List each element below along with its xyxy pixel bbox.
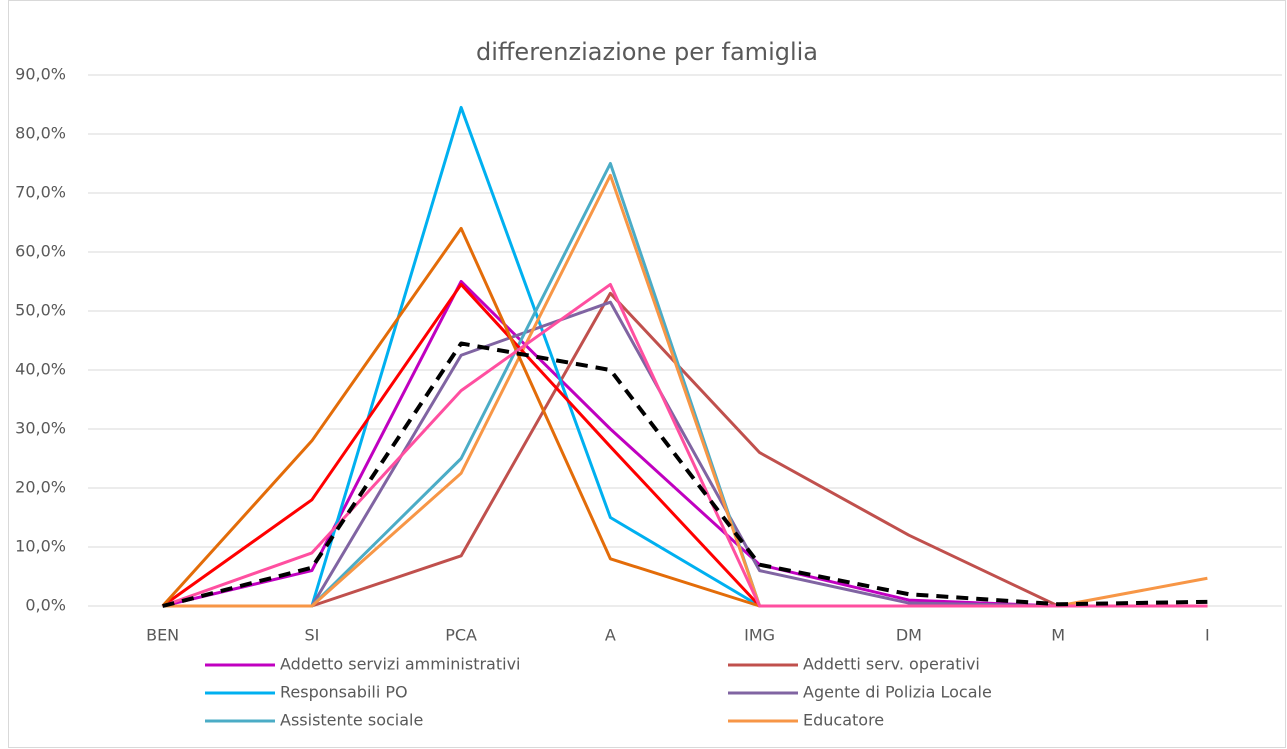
legend-label: Assistente sociale bbox=[280, 711, 423, 730]
x-tick-label: M bbox=[1051, 626, 1065, 645]
legend-label: Addetti serv. operativi bbox=[803, 655, 980, 674]
legend-label: Agente di Polizia Locale bbox=[803, 683, 992, 702]
chart-frame bbox=[8, 0, 1286, 748]
x-tick-label: A bbox=[605, 626, 616, 645]
y-tick-label: 80,0% bbox=[15, 124, 66, 143]
y-tick-label: 20,0% bbox=[15, 478, 66, 497]
series-line bbox=[162, 291, 1208, 608]
x-tick-label: BEN bbox=[146, 626, 179, 645]
y-tick-label: 60,0% bbox=[15, 242, 66, 261]
y-tick-label: 0,0% bbox=[25, 596, 66, 615]
y-tick-label: 90,0% bbox=[15, 65, 66, 84]
legend-label: Responsabili PO bbox=[280, 683, 408, 702]
x-tick-label: I bbox=[1205, 626, 1210, 645]
x-tick-label: SI bbox=[304, 626, 319, 645]
x-tick-label: PCA bbox=[445, 626, 477, 645]
y-tick-label: 70,0% bbox=[15, 183, 66, 202]
y-tick-label: 40,0% bbox=[15, 360, 66, 379]
chart-title: differenziazione per famiglia bbox=[476, 38, 818, 66]
legend-label: Educatore bbox=[803, 711, 884, 730]
y-tick-label: 10,0% bbox=[15, 537, 66, 556]
x-tick-label: DM bbox=[896, 626, 922, 645]
x-tick-label: IMG bbox=[744, 626, 775, 645]
legend-label: Addetto servizi amministrativi bbox=[280, 655, 520, 674]
series-line bbox=[162, 282, 1208, 608]
y-tick-label: 50,0% bbox=[15, 301, 66, 320]
y-tick-label: 30,0% bbox=[15, 419, 66, 438]
